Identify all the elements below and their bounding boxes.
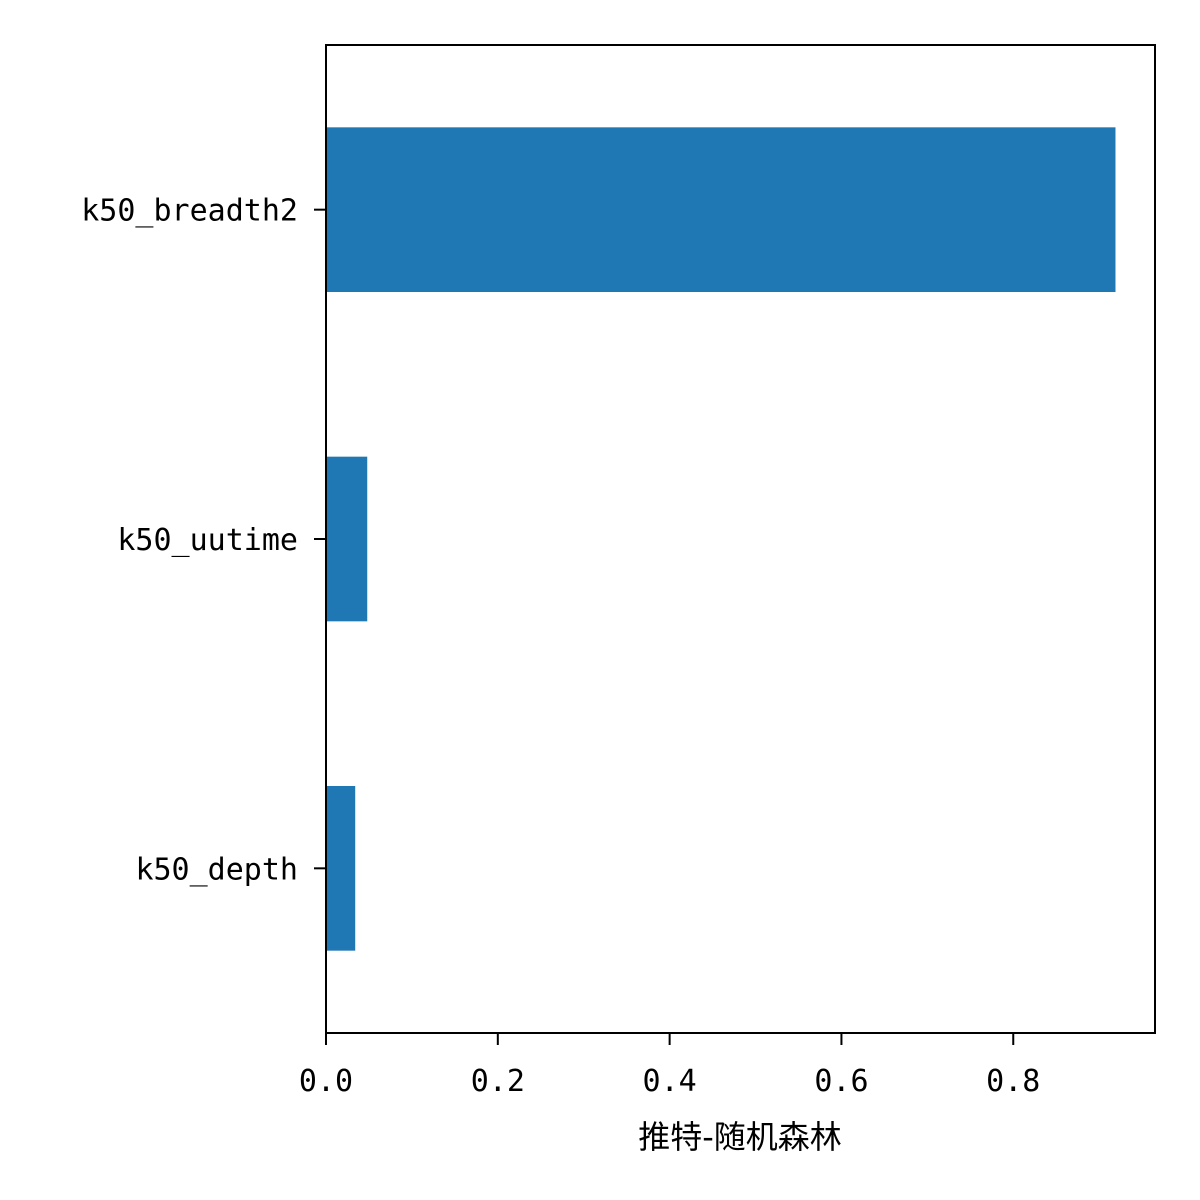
y-tick-label: k50_depth (135, 852, 298, 887)
x-axis: 0.0 0.2 0.4 0.6 0.8 (299, 1033, 1040, 1099)
bar-k50_depth (326, 786, 356, 951)
bars (326, 127, 1116, 951)
x-tick-label: 0.8 (986, 1064, 1040, 1099)
x-tick-label: 0.6 (814, 1064, 868, 1099)
y-tick-label: k50_uutime (117, 523, 298, 558)
x-axis-title: 推特-随机森林 (638, 1118, 842, 1156)
x-tick-label: 0.0 (299, 1064, 353, 1099)
bar-k50_uutime (326, 456, 368, 622)
y-tick-label: k50_breadth2 (81, 194, 298, 229)
bar-k50_breadth2 (326, 127, 1116, 292)
y-axis: k50_breadth2 k50_uutime k50_depth (81, 194, 326, 887)
x-tick-label: 0.4 (643, 1064, 697, 1099)
x-tick-label: 0.2 (471, 1064, 525, 1099)
